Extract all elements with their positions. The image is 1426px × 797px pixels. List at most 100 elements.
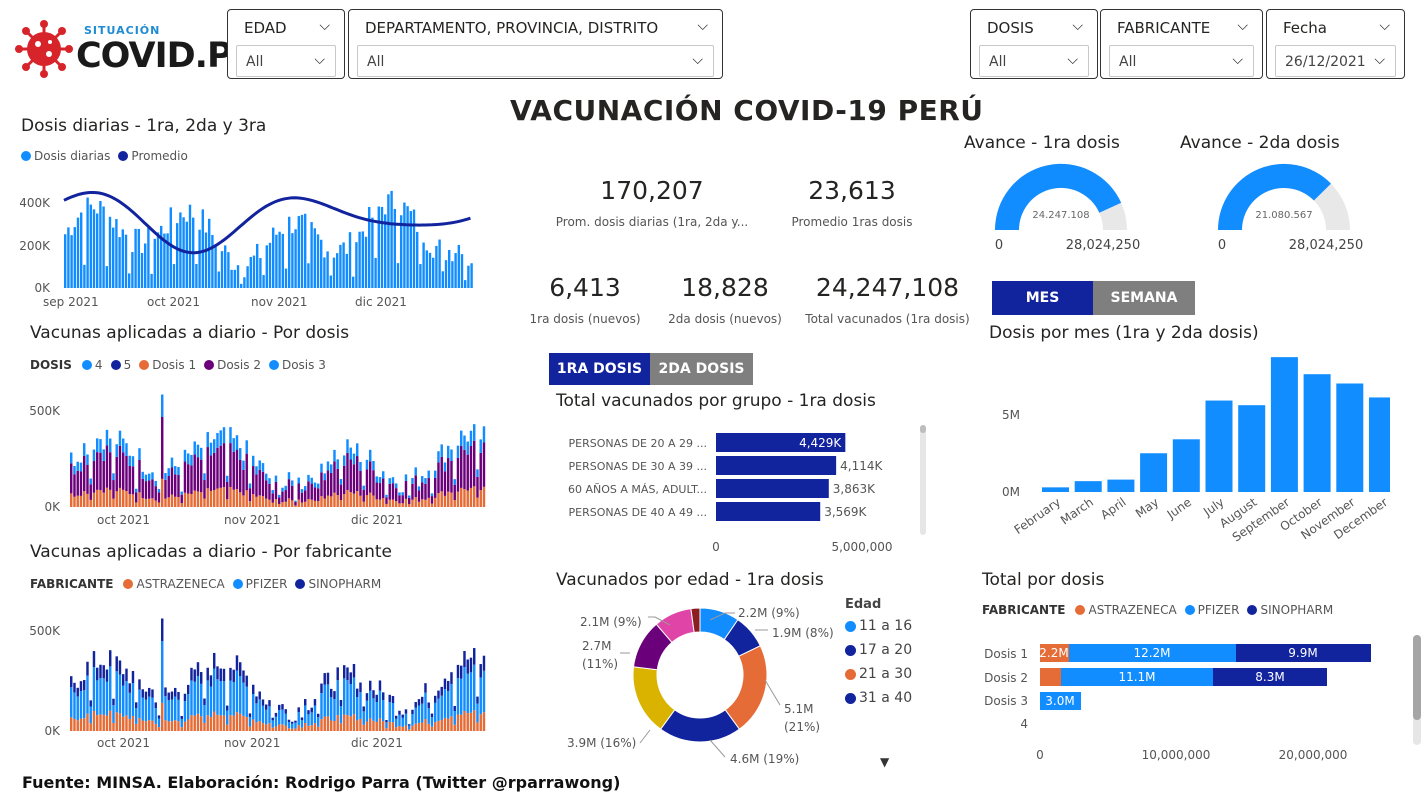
daily-bar xyxy=(336,253,339,288)
legend-item[interactable]: Dosis 2 xyxy=(204,358,261,372)
mes-button[interactable]: MES xyxy=(992,281,1093,315)
legend-item[interactable]: SINOPHARM xyxy=(295,577,381,591)
stacked-bar-segment xyxy=(443,689,447,718)
depto-select[interactable]: All ⌵ xyxy=(357,45,714,77)
x-tick: oct 2021 xyxy=(97,736,150,750)
legend-item[interactable]: 5 xyxy=(110,358,131,372)
stacked-bar-segment xyxy=(476,703,479,723)
legend-item[interactable]: 4 xyxy=(81,358,103,372)
stacked-bar-segment xyxy=(281,487,284,492)
stacked-bar-segment xyxy=(424,478,427,484)
month-bar xyxy=(1238,405,1266,492)
dosis-select[interactable]: All ⌵ xyxy=(979,45,1089,77)
semana-button[interactable]: SEMANA xyxy=(1093,281,1195,315)
stacked-bar-segment xyxy=(404,474,408,481)
stacked-bar-segment xyxy=(404,480,408,499)
stacked-bar-segment xyxy=(180,494,183,504)
daily-bar xyxy=(332,257,336,288)
stacked-bar-segment xyxy=(453,500,456,507)
legend-scroll-down-icon[interactable]: ▼ xyxy=(880,755,890,769)
y-tick: Dosis 3 xyxy=(984,694,1028,708)
stacked-bar-segment xyxy=(255,496,258,507)
kpi-prom-1ra-label: Promedio 1ras dosis xyxy=(791,215,913,229)
daily-bar xyxy=(326,251,329,288)
stacked-bar-segment xyxy=(258,699,261,722)
stacked-bar-segment xyxy=(157,502,161,507)
stacked-bar-segment xyxy=(271,720,274,728)
daily-bar xyxy=(451,261,454,288)
x-tick: April xyxy=(1098,495,1129,522)
daily-bar xyxy=(156,232,160,288)
stacked-bar-segment xyxy=(408,504,411,507)
depto-slicer[interactable]: DEPARTAMENTO, PROVINCIA, DISTRITO ⌵ All ⌵ xyxy=(348,9,723,79)
dosis-slicer[interactable]: DOSIS ⌵ All ⌵ xyxy=(970,9,1098,79)
legend-item[interactable]: PFIZER xyxy=(1184,603,1239,617)
scrollbar-thumb[interactable] xyxy=(1413,635,1421,720)
stacked-bar-segment xyxy=(297,477,300,484)
stacked-bar-segment xyxy=(219,715,222,731)
legend-item[interactable]: 31 a 40 xyxy=(845,690,912,706)
edad-slicer[interactable]: EDAD ⌵ All ⌵ xyxy=(227,9,345,79)
legend-item[interactable]: Dosis 1 xyxy=(139,358,196,372)
stacked-bar-segment xyxy=(73,718,76,731)
stacked-bar-segment xyxy=(479,452,482,491)
1ra-dosis-button[interactable]: 1RA DOSIS xyxy=(549,353,650,385)
kpi-2da-nuevos-value: 18,828 xyxy=(681,273,769,302)
legend-item[interactable]: ASTRAZENECA xyxy=(123,577,225,591)
stacked-bar-segment xyxy=(395,718,398,728)
stacked-bar-segment xyxy=(99,490,102,507)
stacked-bar-segment xyxy=(203,704,206,723)
stacked-bar-segment xyxy=(96,667,99,681)
stacked-bar-segment xyxy=(401,714,404,718)
legend-item[interactable]: Promedio xyxy=(118,149,188,163)
stacked-bar-segment xyxy=(89,700,92,707)
scrollbar[interactable] xyxy=(920,425,926,535)
stacked-bar-segment xyxy=(174,496,177,507)
chevron-down-icon: ⌵ xyxy=(319,18,330,34)
fecha-slicer[interactable]: Fecha ⌵ 26/12/2021 ⌵ xyxy=(1266,9,1405,79)
stacked-bar-segment xyxy=(456,714,460,731)
x-tick: May xyxy=(1133,495,1161,521)
daily-bar xyxy=(435,245,438,288)
stacked-bar-segment xyxy=(284,490,287,502)
edad-select[interactable]: All ⌵ xyxy=(236,45,336,77)
stacked-bar-segment xyxy=(151,697,154,721)
scrollbar-thumb[interactable] xyxy=(920,425,926,433)
legend-item[interactable]: PFIZER xyxy=(232,577,287,591)
daily-bar xyxy=(256,243,259,288)
stacked-bar-segment xyxy=(398,492,401,496)
stacked-bar-segment xyxy=(109,489,112,507)
x-tick: nov 2021 xyxy=(224,513,280,527)
stacked-bar-segment xyxy=(469,672,473,713)
stacked-bar-segment xyxy=(310,499,313,507)
legend-item[interactable]: SINOPHARM xyxy=(1247,603,1333,617)
stacked-bar-segment xyxy=(447,458,450,492)
legend-item[interactable]: ASTRAZENECA xyxy=(1075,603,1177,617)
2da-dosis-button[interactable]: 2DA DOSIS xyxy=(650,353,753,385)
fabricante-select[interactable]: All ⌵ xyxy=(1109,45,1254,77)
stacked-bar-segment xyxy=(261,699,265,706)
legend-item[interactable]: 17 a 20 xyxy=(845,642,912,658)
stacked-bar-segment xyxy=(222,681,226,716)
legend-item[interactable]: 21 a 30 xyxy=(845,666,912,682)
legend-item[interactable]: 11 a 16 xyxy=(845,618,912,634)
stacked-bar-segment xyxy=(456,491,460,507)
stacked-bar-segment xyxy=(343,665,346,679)
stacked-bar-segment xyxy=(463,650,466,667)
fabricante-slicer[interactable]: FABRICANTE ⌵ All ⌵ xyxy=(1100,9,1263,79)
x-tick: 0 xyxy=(1036,748,1044,762)
stacked-bar-segment xyxy=(274,716,278,727)
stacked-bar-segment xyxy=(83,680,86,691)
daily-bar xyxy=(438,239,441,288)
fecha-select[interactable]: 26/12/2021 ⌵ xyxy=(1275,45,1396,77)
stacked-bar-segment xyxy=(447,690,450,719)
stacked-bar-segment xyxy=(336,680,339,716)
legend-item[interactable]: Dosis diarias xyxy=(21,149,110,163)
stacked-bar-segment xyxy=(219,445,222,488)
stacked-bar-segment xyxy=(447,491,450,507)
legend-item[interactable]: Dosis 3 xyxy=(268,358,326,372)
stacked-bar-segment xyxy=(232,451,235,490)
daily-bar xyxy=(172,264,176,288)
stacked-bar-segment xyxy=(70,463,73,494)
stacked-bar-segment xyxy=(450,492,453,507)
